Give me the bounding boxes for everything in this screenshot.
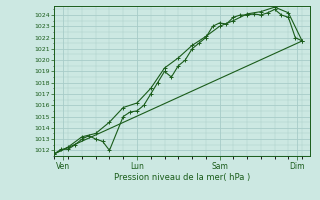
X-axis label: Pression niveau de la mer( hPa ): Pression niveau de la mer( hPa ) [114,173,251,182]
